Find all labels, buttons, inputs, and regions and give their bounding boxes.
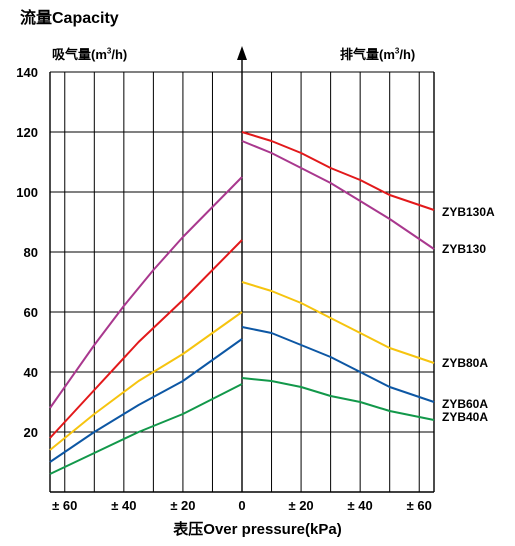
y-tick-label: 40 (24, 365, 38, 380)
series-label: ZYB40A (442, 410, 488, 424)
zero-axis-arrow-icon (237, 46, 247, 60)
series-line-discharge-zyb40a (241, 377, 435, 421)
suction-axis-label-prefix: 吸气量(m (52, 47, 107, 62)
series-line-discharge-zyb130 (241, 140, 435, 250)
x-tick-label: ± 40 (111, 498, 136, 513)
series-line-suction-zyb80a (49, 311, 243, 451)
discharge-axis-label-exp: 3 (394, 46, 400, 56)
x-tick-label: ± 20 (288, 498, 313, 513)
series-label: ZYB60A (442, 397, 488, 411)
axes (49, 46, 435, 493)
y-tick-label: 120 (16, 125, 38, 140)
series-line-discharge-zyb130a (241, 131, 435, 211)
x-tick-label: ± 60 (407, 498, 432, 513)
series-line-suction-zyb130a (49, 239, 243, 439)
series-label: ZYB130A (442, 205, 495, 219)
x-axis-label: 表压Over pressure(kPa) (173, 521, 342, 538)
y-tick-label: 100 (16, 185, 38, 200)
y-tick-label: 60 (24, 305, 38, 320)
y-tick-label: 80 (24, 245, 38, 260)
x-tick-label: ± 40 (348, 498, 373, 513)
series-label: ZYB130 (442, 242, 486, 256)
chart-title: 流量Capacity (20, 10, 119, 27)
series-line-discharge-zyb60a (241, 326, 435, 403)
series-line-suction-zyb60a (49, 338, 243, 463)
x-tick-label: ± 60 (52, 498, 77, 513)
series-line-suction-zyb40a (49, 383, 243, 475)
series-lines (49, 131, 435, 475)
series-line-suction-zyb130 (49, 176, 243, 409)
tick-labels: 20 40 60 80 100 120 140 ± 60 ± 40 ± 20 0 ± 20 ± 40 ± … (16, 65, 432, 513)
x-tick-label: 0 (238, 498, 245, 513)
suction-axis-label-exp: 3 (106, 46, 112, 56)
suction-axis-label-suffix: /h) (111, 47, 128, 62)
series-line-discharge-zyb80a (241, 281, 435, 364)
y-tick-label: 20 (24, 425, 38, 440)
discharge-axis-label-suffix: /h) (399, 47, 416, 62)
series-label: ZYB80A (442, 356, 488, 370)
x-tick-label: ± 20 (170, 498, 195, 513)
y-tick-label: 140 (16, 65, 38, 80)
suction-axis-label: 吸气量(m3/h) (52, 44, 127, 63)
discharge-axis-label: 排气量(m3/h) (340, 44, 415, 63)
discharge-axis-label-prefix: 排气量(m (340, 47, 395, 62)
